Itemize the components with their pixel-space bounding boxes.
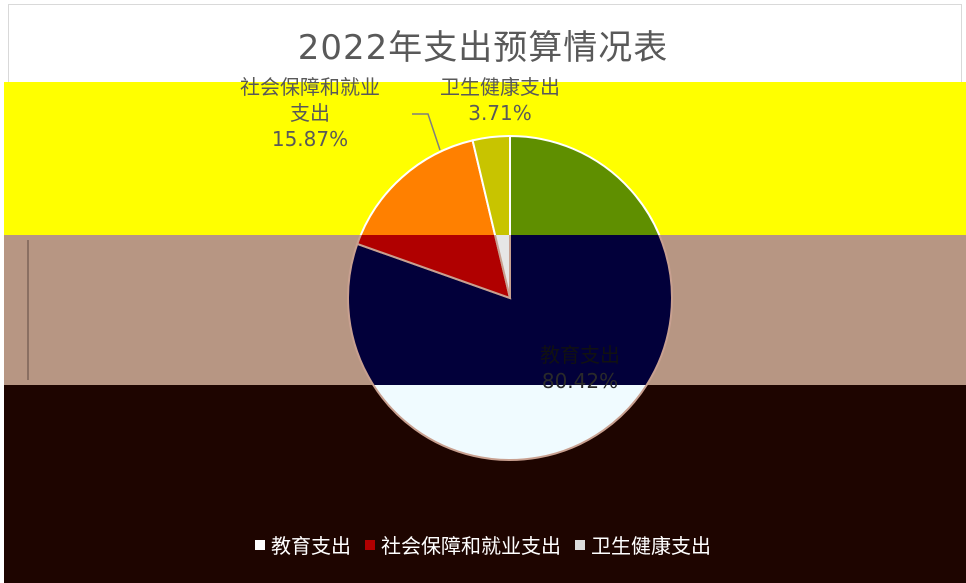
legend-item-education: 教育支出: [255, 530, 351, 559]
label-social-name-line1: 社会保障和就业: [240, 75, 380, 99]
pie-slice-social-security: [356, 235, 512, 300]
label-health-pct: 3.71%: [468, 101, 532, 125]
legend: 教育支出 社会保障和就业支出 卫生健康支出: [0, 530, 966, 559]
legend-item-social: 社会保障和就业支出: [365, 530, 561, 559]
label-edu-name: 教育支出: [540, 343, 620, 367]
legend-label-social: 社会保障和就业支出: [381, 534, 561, 558]
pie-slice-education: [347, 235, 673, 385]
pie-slice-health: [471, 134, 511, 235]
pie-slice-social-security: [359, 139, 497, 235]
divider-line: [27, 240, 29, 380]
pie-band-group: [347, 235, 673, 385]
label-health-name: 卫生健康支出: [440, 75, 560, 99]
chart-title: 2022年支出预算情况表: [297, 28, 669, 68]
legend-item-health: 卫生健康支出: [575, 530, 711, 559]
label-social-name-line2: 支出: [290, 101, 330, 125]
pie-band-group: [372, 385, 648, 461]
pie-band-group: [359, 134, 661, 235]
legend-swatch-health: [575, 539, 585, 550]
label-edu-pct: 80.42%: [541, 369, 619, 393]
label-health: 卫生健康支出 3.71%: [420, 74, 580, 126]
legend-label-education: 教育支出: [271, 534, 351, 558]
leader-line-social: [412, 113, 441, 151]
legend-label-health: 卫生健康支出: [591, 534, 711, 558]
legend-swatch-education: [255, 539, 265, 550]
pie-slice-education: [509, 134, 661, 235]
label-social-security: 社会保障和就业 支出 15.87%: [210, 74, 410, 152]
pie-slice-education: [372, 385, 648, 461]
pie-slice-health: [494, 235, 511, 299]
label-social-pct: 15.87%: [271, 127, 349, 151]
label-education: 教育支出 80.42%: [520, 342, 640, 394]
legend-swatch-social: [365, 539, 375, 550]
